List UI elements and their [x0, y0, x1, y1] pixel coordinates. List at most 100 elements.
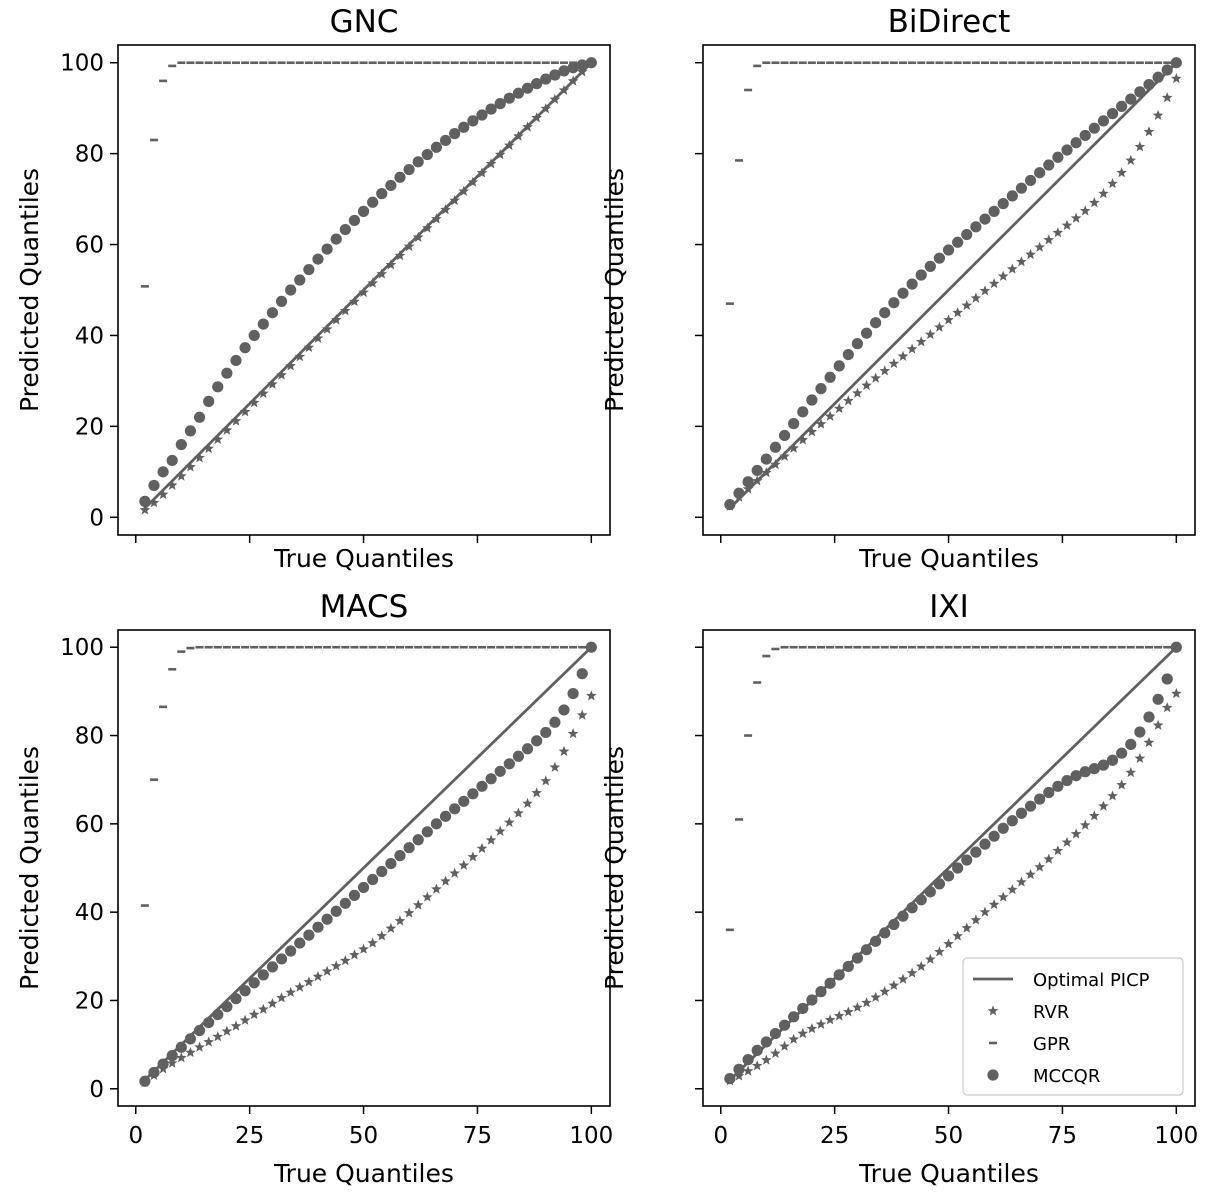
rvr-point [843, 1006, 854, 1017]
mccqr-point [952, 236, 964, 248]
rvr-point [1016, 876, 1027, 887]
mccqr-point [778, 429, 791, 442]
mccqr-point [1161, 673, 1173, 685]
rvr-point [952, 930, 963, 941]
rvr-point [879, 986, 891, 997]
mccqr-point [1034, 793, 1046, 805]
mccqr-point [203, 395, 215, 407]
mccqr-point [266, 307, 279, 319]
rvr-point [1107, 178, 1118, 189]
rvr-point [824, 410, 836, 421]
rvr-point [870, 991, 881, 1002]
mccqr-point [1170, 641, 1182, 653]
plot-area [139, 641, 597, 1087]
mccqr-point [742, 476, 754, 488]
mccqr-point [540, 726, 552, 739]
mccqr-point [412, 834, 424, 846]
rvr-point [979, 906, 991, 917]
mccqr-point [815, 383, 827, 395]
mccqr-point [385, 857, 397, 870]
mccqr-point [585, 57, 597, 69]
rvr-point [321, 323, 333, 334]
panel-title: MACS [320, 589, 409, 625]
mccqr-point [403, 163, 415, 176]
rvr-point [567, 728, 579, 739]
y-tick-label: 0 [89, 505, 104, 531]
rvr-point [203, 443, 214, 454]
mccqr-point [1161, 64, 1173, 76]
rvr-point [458, 859, 470, 870]
rvr-point [330, 314, 342, 325]
rvr-point [1043, 234, 1055, 245]
rvr-point [1143, 126, 1155, 137]
mccqr-point [933, 878, 946, 890]
rvr-point [558, 745, 570, 756]
mccqr-point [1088, 122, 1100, 134]
mccqr-point [567, 687, 579, 700]
mccqr-point [248, 329, 260, 342]
mccqr-point [1034, 167, 1046, 179]
x-tick-label: 25 [820, 1123, 849, 1149]
rvr-point [358, 943, 369, 954]
x-axis-label: True Quantiles [858, 1159, 1039, 1188]
rvr-point [312, 332, 324, 343]
rvr-point [203, 1036, 214, 1047]
rvr-point [861, 379, 872, 390]
mccqr-point [330, 233, 342, 245]
rvr-point [504, 816, 515, 828]
mccqr-point [184, 425, 197, 437]
rvr-point [751, 1060, 763, 1071]
mccqr-point [230, 354, 242, 367]
rvr-point [1025, 869, 1036, 880]
mccqr-point [979, 213, 991, 225]
rvr-point [212, 1031, 224, 1042]
mccqr-point [430, 141, 443, 153]
panel-title: BiDirect [888, 4, 1011, 40]
mccqr-point [294, 937, 306, 949]
mccqr-point [1125, 738, 1137, 750]
rvr-point [1098, 800, 1109, 811]
rvr-point [476, 842, 488, 854]
mccqr-point [824, 371, 836, 383]
rvr-point [770, 458, 781, 470]
rvr-point [194, 452, 205, 463]
y-tick-label: 20 [75, 414, 104, 440]
mccqr-point [512, 750, 525, 762]
rvr-point [1161, 702, 1173, 713]
rvr-point [1052, 227, 1064, 238]
rvr-point [485, 158, 497, 169]
rvr-point [267, 997, 278, 1009]
mccqr-point [870, 935, 882, 947]
rvr-point [1007, 263, 1018, 274]
mccqr-point [376, 865, 388, 878]
mccqr-point [769, 441, 782, 453]
legend-star-swatch [987, 1005, 999, 1016]
mccqr-point [212, 1008, 224, 1021]
rvr-point [961, 299, 973, 310]
mccqr-point [531, 735, 543, 747]
rvr-point [961, 922, 973, 933]
legend: Optimal PICP RVR GPR MCCQR [962, 957, 1184, 1096]
rvr-point [513, 807, 524, 818]
rvr-point [1025, 248, 1036, 260]
mccqr-point [166, 454, 178, 467]
mccqr-point [576, 668, 588, 680]
rvr-point [157, 488, 169, 500]
rvr-point [970, 914, 982, 925]
panel-ixi: IXI 0 25 50 75 100 True Quantiles Predicted Qua… [600, 589, 1198, 1188]
rvr-point [258, 1003, 269, 1014]
rvr-point [367, 277, 378, 288]
mccqr-point [348, 214, 361, 227]
mccqr-point [979, 838, 991, 850]
rvr-point [1070, 212, 1082, 223]
mccqr-point [797, 406, 809, 418]
rvr-point [476, 167, 488, 178]
rvr-point [431, 213, 442, 224]
mccqr-point [239, 342, 251, 354]
rvr-point [294, 351, 306, 362]
mccqr-point [1061, 774, 1073, 787]
mccqr-point [1116, 100, 1128, 112]
rvr-point [1052, 845, 1064, 856]
rvr-point [997, 891, 1009, 902]
rvr-point [1098, 188, 1109, 199]
